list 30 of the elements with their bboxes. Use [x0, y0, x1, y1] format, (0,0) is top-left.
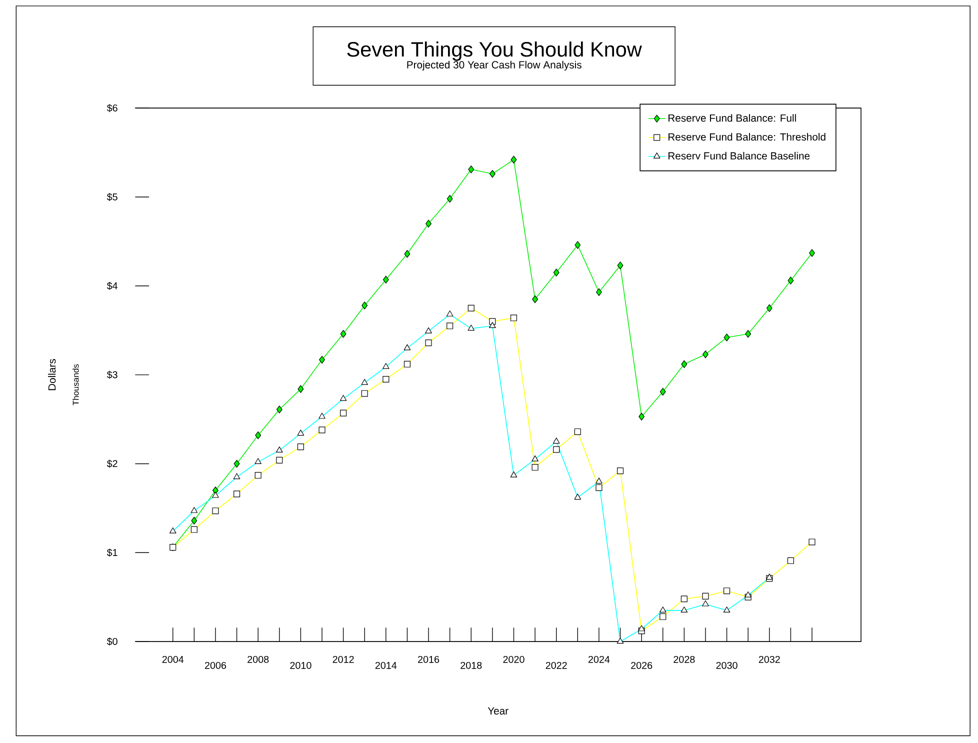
- y-tick-label: $0: [106, 638, 118, 646]
- legend-label: Reserve Fund Balance: Full: [668, 114, 796, 122]
- x-tick-label: 2004: [162, 656, 184, 664]
- y-tick-label: $5: [106, 193, 118, 202]
- y-tick-label: $6: [106, 104, 118, 112]
- legend-label: Reserve Fund Balance: Threshold: [668, 133, 826, 141]
- legend-label: Reserv Fund Balance Baseline: [668, 152, 810, 160]
- x-tick-label: 2026: [631, 662, 652, 670]
- x-tick-label: 2018: [460, 662, 482, 670]
- x-tick-label: 2008: [248, 656, 269, 664]
- x-tick-label: 2014: [375, 662, 397, 670]
- x-tick-label: 2022: [546, 662, 567, 670]
- x-tick-label: 2006: [204, 662, 226, 670]
- text: Thousands: [72, 364, 79, 406]
- y-tick-label: $2: [106, 460, 118, 468]
- x-tick-label: 2020: [503, 656, 524, 664]
- y-tick-label: $1: [106, 548, 118, 557]
- x-tick-label: 2024: [588, 656, 610, 664]
- y-axis-title: Dollars: [48, 359, 56, 390]
- x-tick-label: 2010: [290, 662, 312, 670]
- x-tick-label: 2032: [758, 656, 780, 664]
- x-tick-label: 2016: [418, 656, 440, 664]
- chart-title: Seven Things You Should Know: [347, 42, 642, 61]
- x-axis-title: Year: [488, 708, 508, 715]
- y-tick-label: $4: [106, 282, 118, 290]
- x-tick-label: 2012: [332, 656, 354, 664]
- y-tick-label: $3: [106, 370, 118, 379]
- x-tick-label: 2030: [716, 662, 738, 670]
- x-tick-label: 2028: [674, 656, 695, 664]
- chart-subtitle: Projected 30 Year Cash Flow Analysis: [407, 61, 582, 71]
